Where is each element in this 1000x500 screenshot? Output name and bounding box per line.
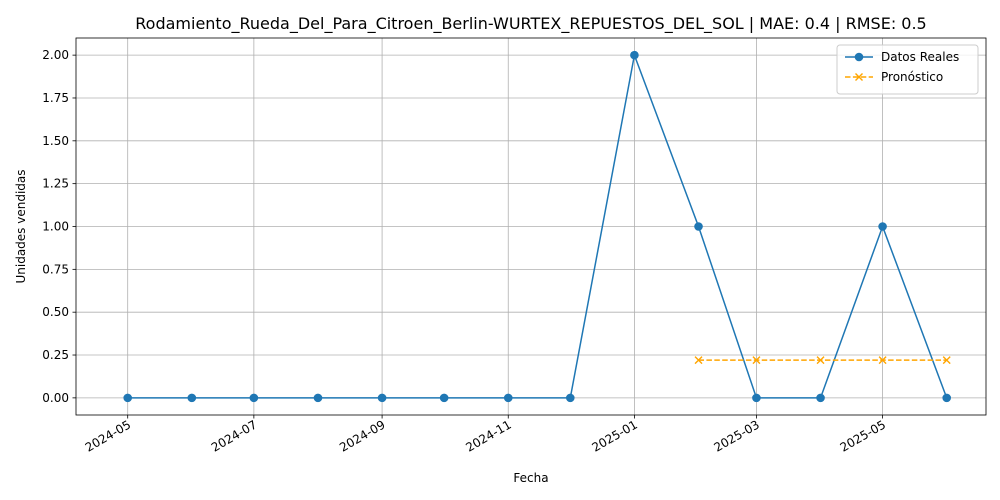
data-point xyxy=(816,356,825,365)
y-tick-label: 1.50 xyxy=(42,134,69,148)
data-point xyxy=(816,393,825,403)
legend-marker xyxy=(854,52,864,62)
x-tick-label: 2025-05 xyxy=(838,417,888,454)
data-point xyxy=(439,393,449,403)
legend-entry: Datos Reales xyxy=(845,50,959,64)
data-point xyxy=(694,222,703,231)
x-tick-label: 2024-07 xyxy=(209,417,259,454)
y-tick-label: 1.25 xyxy=(42,177,69,191)
data-point xyxy=(878,356,887,365)
data-point xyxy=(377,393,387,403)
legend-entry: Pronóstico xyxy=(845,70,943,84)
tick-labels: 0.00 0.25 0.50 0.75 1.00 1.25 1.50 1.75 2.00 2024… xyxy=(42,48,888,455)
y-tick-label: 0.75 xyxy=(42,262,69,276)
data-point xyxy=(694,356,703,365)
x-tick-label: 2024-05 xyxy=(83,417,133,454)
y-tick-label: 2.00 xyxy=(42,48,69,62)
data-point xyxy=(942,393,952,403)
data-point xyxy=(249,393,259,403)
x-tick-label: 2025-03 xyxy=(712,417,762,454)
data-point xyxy=(878,222,887,231)
data-point xyxy=(630,50,639,60)
x-tick-label: 2024-09 xyxy=(337,417,387,454)
x-tick-label: 2024-11 xyxy=(463,417,513,454)
legend: Datos Reales Pronóstico xyxy=(836,44,979,95)
legend-label: Datos Reales xyxy=(881,50,959,64)
data-point xyxy=(752,393,761,403)
y-axis-label: Unidades vendidas xyxy=(14,169,28,283)
legend-label: Pronóstico xyxy=(881,70,943,84)
data-point xyxy=(313,393,323,403)
grid xyxy=(76,38,986,415)
data-point xyxy=(565,393,575,403)
chart-title: Rodamiento_Rueda_Del_Para_Citroen_Berlin… xyxy=(135,14,926,34)
series-datos-reales xyxy=(123,50,952,403)
data-point xyxy=(503,393,513,403)
series-pronostico xyxy=(694,356,951,365)
y-tick-label: 1.00 xyxy=(42,220,69,234)
x-axis-label: Fecha xyxy=(513,471,548,485)
y-tick-label: 0.50 xyxy=(42,305,69,319)
data-point xyxy=(942,356,951,365)
data-point xyxy=(123,393,133,403)
data-point xyxy=(752,356,761,365)
series-line xyxy=(127,52,948,399)
data-point xyxy=(187,393,197,403)
y-tick-label: 0.00 xyxy=(42,391,69,405)
y-tick-label: 0.25 xyxy=(42,348,69,362)
x-tick-label: 2025-01 xyxy=(589,417,639,454)
legend-marker xyxy=(855,73,863,81)
y-tick-label: 1.75 xyxy=(42,91,69,105)
series-layer xyxy=(123,50,952,403)
